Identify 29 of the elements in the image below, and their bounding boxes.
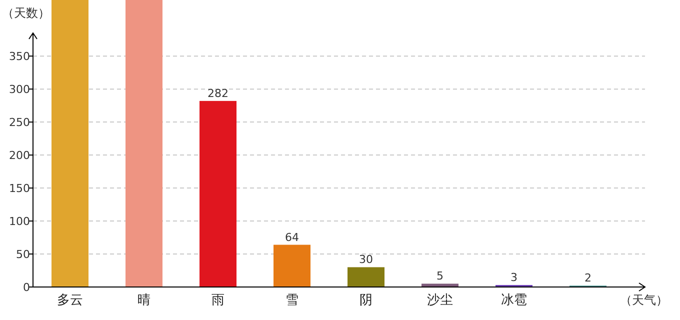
bar xyxy=(348,267,384,287)
x-tick-label: 冰雹 xyxy=(501,293,527,308)
y-tick-label: 150 xyxy=(9,182,30,196)
data-label: 64 xyxy=(285,230,299,244)
y-tick-label: 0 xyxy=(23,281,30,294)
x-tick-label: 阴 xyxy=(360,293,372,308)
y-tick-label: 350 xyxy=(9,50,30,64)
x-tick-label: 晴 xyxy=(138,293,150,308)
y-tick-label: 300 xyxy=(9,83,30,96)
y-tick-label: 100 xyxy=(9,215,30,228)
y-axis-title: （天数） xyxy=(2,6,50,20)
data-label: 3 xyxy=(510,271,518,284)
y-tick-label: 50 xyxy=(16,248,30,262)
bar xyxy=(200,100,236,287)
bar xyxy=(422,284,458,287)
x-axis-title: （天气） xyxy=(620,293,668,307)
data-label: 282 xyxy=(208,86,228,100)
x-tick-label: 多云 xyxy=(57,293,83,308)
x-tick-label: 雪 xyxy=(286,293,298,308)
y-tick-label: 200 xyxy=(9,149,30,162)
data-label: 30 xyxy=(359,253,373,266)
bar xyxy=(274,244,310,287)
bar xyxy=(52,0,88,287)
x-tick-label: 雨 xyxy=(212,293,224,308)
data-label: 5 xyxy=(436,270,444,283)
bar xyxy=(126,0,162,287)
x-tick-label: 沙尘 xyxy=(427,293,453,308)
y-tick-label: 250 xyxy=(9,116,30,130)
data-label: 2 xyxy=(584,272,592,285)
